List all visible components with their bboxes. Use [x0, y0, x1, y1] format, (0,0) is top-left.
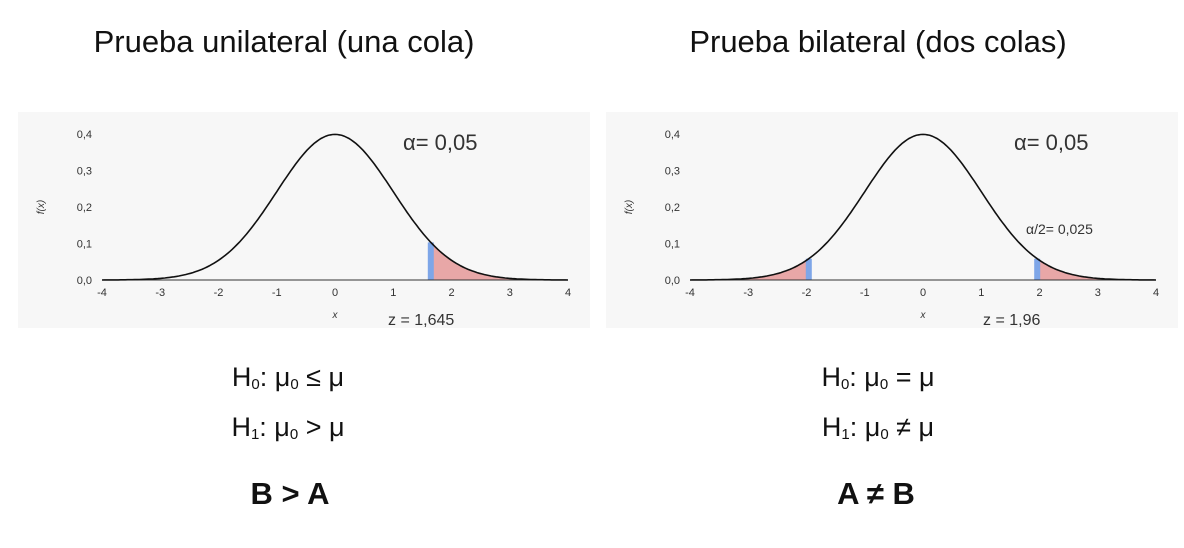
panel-title: Prueba unilateral (una cola)	[93, 24, 475, 59]
x-tick-label: -1	[272, 287, 282, 299]
x-tick-label: -2	[214, 287, 224, 299]
x-tick-label: 2	[448, 287, 454, 299]
normal-distribution-chart: 0,0 0,1 0,2 0,3 0,4 -4 -3 -2 -1 0 1 2 3 4 x f(x) α= 0,05…	[624, 129, 1159, 328]
alternative-hypothesis: H1: μ0 > μ	[231, 412, 345, 443]
x-tick-label: -3	[155, 287, 165, 299]
z-critical-label: z = 1,645	[388, 312, 454, 328]
x-tick-label: -3	[743, 287, 753, 299]
half-alpha-label: α/2= 0,025	[1026, 221, 1093, 237]
one-tailed-panel: Prueba unilateral (una cola) 0,0 0,1 0,2 0,…	[18, 24, 590, 511]
one-tailed-chart: 0,0 0,1 0,2 0,3 0,4 -4 -3 -2 -1 0 1 2 3 4 x f(x) α= 0,05…	[18, 112, 590, 328]
normal-distribution-chart: 0,0 0,1 0,2 0,3 0,4 -4 -3 -2 -1 0 1 2 3 4 x f(x) α= 0,05…	[36, 129, 571, 328]
panel-title: Prueba bilateral (dos colas)	[689, 24, 1067, 59]
y-tick-label: 0,1	[665, 239, 680, 251]
rejection-region-2	[1037, 258, 1156, 280]
x-tick-label: 0	[332, 287, 338, 299]
alpha-label: α= 0,05	[403, 130, 478, 155]
rejection-region-1	[430, 242, 568, 280]
rejection-region-1	[690, 258, 809, 280]
x-tick-label: 1	[390, 287, 396, 299]
x-tick-label: 4	[1153, 287, 1159, 299]
y-tick-label: 0,4	[665, 129, 680, 141]
y-tick-label: 0,2	[77, 202, 92, 214]
y-tick-label: 0,2	[665, 202, 680, 214]
y-axis-label: f(x)	[36, 200, 47, 214]
critical-value-line-1	[427, 242, 434, 280]
x-tick-label: 3	[1095, 287, 1101, 299]
y-tick-label: 0,4	[77, 129, 92, 141]
alpha-label: α= 0,05	[1014, 130, 1089, 155]
x-tick-label: -2	[802, 287, 812, 299]
x-tick-label: 1	[978, 287, 984, 299]
two-tailed-panel: Prueba bilateral (dos colas) 0,0 0,1 0,2 0,…	[592, 0, 1184, 548]
x-tick-label: 0	[920, 287, 926, 299]
two-tailed-chart: 0,0 0,1 0,2 0,3 0,4 -4 -3 -2 -1 0 1 2 3 4 x f(x) α= 0,05…	[606, 112, 1178, 328]
null-hypothesis: H0: μ0 ≤ μ	[231, 362, 345, 393]
conclusion: A ≠ B	[837, 476, 915, 511]
critical-value-line-2	[1034, 258, 1041, 280]
y-tick-label: 0,3	[665, 166, 680, 178]
y-axis-label: f(x)	[624, 200, 635, 214]
x-tick-label: 3	[507, 287, 513, 299]
x-tick-label: -4	[97, 287, 107, 299]
y-tick-label: 0,0	[77, 275, 92, 287]
x-tick-label: 2	[1036, 287, 1042, 299]
z-critical-label: z = 1,96	[983, 312, 1040, 328]
x-tick-label: -1	[860, 287, 870, 299]
x-tick-label: 4	[565, 287, 571, 299]
x-tick-label: -4	[685, 287, 695, 299]
critical-value-line-1	[805, 258, 812, 280]
y-tick-label: 0,0	[665, 275, 680, 287]
conclusion: B > A	[250, 476, 330, 511]
x-axis-label: x	[920, 310, 927, 321]
y-tick-label: 0,3	[77, 166, 92, 178]
density-curve	[689, 133, 1157, 281]
x-axis-label: x	[332, 310, 339, 321]
density-curve	[101, 133, 569, 281]
alternative-hypothesis: H1: μ0 ≠ μ	[821, 412, 935, 443]
null-hypothesis: H0: μ0 = μ	[821, 362, 935, 393]
y-tick-label: 0,1	[77, 239, 92, 251]
